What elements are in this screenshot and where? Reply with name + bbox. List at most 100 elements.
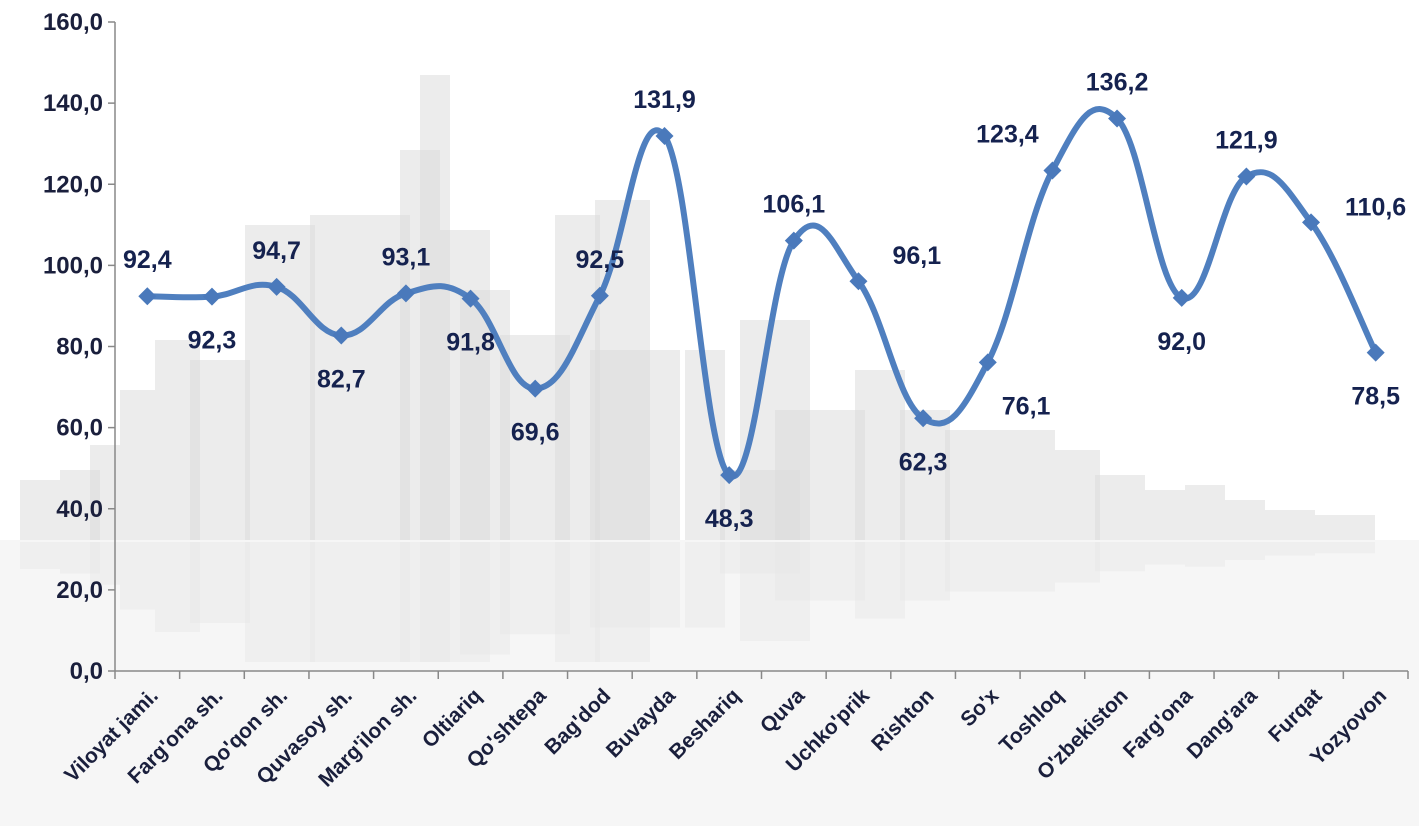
- series-line: [138, 106, 1385, 485]
- building-reflection: [1225, 542, 1265, 560]
- building-reflection: [555, 542, 600, 662]
- building-reflection: [685, 542, 725, 628]
- data-point-marker: [784, 231, 803, 250]
- data-point-marker: [914, 409, 933, 428]
- building-reflection: [20, 542, 60, 569]
- building-reflection: [1055, 542, 1100, 583]
- building-reflection: [900, 542, 950, 601]
- data-label: 96,1: [892, 242, 941, 270]
- building-reflection: [155, 542, 200, 632]
- building-reflection: [60, 542, 100, 574]
- data-point-marker: [1237, 167, 1256, 186]
- data-label: 62,3: [899, 448, 948, 476]
- data-point-marker: [1172, 288, 1191, 307]
- y-tick-label: 40,0: [56, 496, 103, 523]
- data-point-marker: [526, 379, 545, 398]
- data-label: 92,4: [123, 246, 172, 274]
- building-reflection: [460, 542, 510, 655]
- y-tick-label: 0,0: [70, 658, 103, 685]
- y-tick-label: 100,0: [43, 252, 103, 279]
- building-shape: [900, 410, 950, 540]
- data-label: 48,3: [705, 505, 754, 533]
- data-point-marker: [655, 126, 674, 145]
- reflection-shape: [0, 540, 1419, 826]
- building-reflection: [595, 542, 650, 662]
- y-tick-label: 140,0: [43, 90, 103, 117]
- building-shape: [1265, 510, 1315, 540]
- building-shape: [1315, 515, 1375, 540]
- data-label: 93,1: [382, 243, 431, 271]
- building-reflection: [740, 542, 810, 641]
- building-shape: [245, 225, 315, 540]
- building-reflection: [1145, 542, 1185, 565]
- building-reflection: [1015, 542, 1055, 592]
- building-shape: [775, 410, 865, 540]
- building-reflection: [1095, 542, 1145, 572]
- building-reflection: [500, 542, 570, 635]
- building-shape: [1055, 450, 1100, 540]
- building-reflection: [190, 542, 250, 623]
- data-label: 92,3: [188, 327, 237, 355]
- data-point-marker: [396, 284, 415, 303]
- data-point-marker: [202, 287, 221, 306]
- building-shape: [1015, 430, 1055, 540]
- building-shape: [120, 390, 155, 540]
- data-point-marker: [978, 353, 997, 372]
- building-shape: [590, 350, 680, 540]
- data-label: 131,9: [633, 86, 696, 114]
- building-reflection: [1315, 542, 1375, 554]
- building-shape: [1145, 490, 1185, 540]
- building-reflection: [310, 542, 410, 662]
- y-tick-label: 120,0: [43, 171, 103, 198]
- data-point-marker: [138, 287, 157, 306]
- data-point-marker: [332, 326, 351, 345]
- data-point-marker: [849, 272, 868, 291]
- data-label: 92,5: [576, 246, 625, 274]
- data-label: 82,7: [317, 366, 366, 394]
- building-shape: [20, 480, 60, 540]
- data-point-marker: [1043, 161, 1062, 180]
- building-reflection: [1185, 542, 1225, 567]
- data-label: 123,4: [976, 120, 1039, 148]
- data-label: 91,8: [446, 329, 495, 357]
- data-label: 69,6: [511, 419, 560, 447]
- data-point-marker: [590, 286, 609, 305]
- data-label: 110,6: [1345, 193, 1406, 221]
- y-tick-label: 20,0: [56, 577, 103, 604]
- y-tick-label: 80,0: [56, 334, 103, 361]
- data-label: 136,2: [1086, 69, 1149, 97]
- data-label: 106,1: [763, 191, 826, 219]
- building-shape: [945, 430, 1015, 540]
- building-shape: [1185, 485, 1225, 540]
- building-reflection: [855, 542, 905, 619]
- data-label: 92,0: [1157, 328, 1206, 356]
- building-shape: [1095, 475, 1145, 540]
- building-reflection: [245, 542, 315, 662]
- y-tick-label: 60,0: [56, 415, 103, 442]
- building-reflection: [440, 542, 490, 662]
- data-point-marker: [267, 277, 286, 296]
- cityscape-background: [0, 75, 1419, 826]
- building-reflection: [1265, 542, 1315, 556]
- building-reflection: [775, 542, 865, 601]
- building-reflection: [720, 542, 800, 574]
- data-point-marker: [720, 466, 739, 485]
- building-reflection: [400, 542, 440, 662]
- building-reflection: [945, 542, 1015, 592]
- data-point-marker: [1302, 213, 1321, 232]
- building-reflection: [420, 542, 450, 662]
- data-label: 94,7: [252, 237, 301, 265]
- building-reflection: [590, 542, 680, 628]
- data-labels: 92,4 92,3 94,7 82,7 93,1 91,8 69,6 92,5 131,9 48,…: [123, 69, 1406, 534]
- data-point-marker: [1108, 109, 1127, 128]
- data-label: 76,1: [1002, 392, 1051, 420]
- data-label: 121,9: [1215, 127, 1278, 155]
- building-shape: [1225, 500, 1265, 540]
- building-shape: [855, 370, 905, 540]
- data-label: 78,5: [1351, 383, 1400, 411]
- data-point-marker: [461, 289, 480, 308]
- building-shape: [190, 360, 250, 540]
- data-point-marker: [1366, 343, 1385, 362]
